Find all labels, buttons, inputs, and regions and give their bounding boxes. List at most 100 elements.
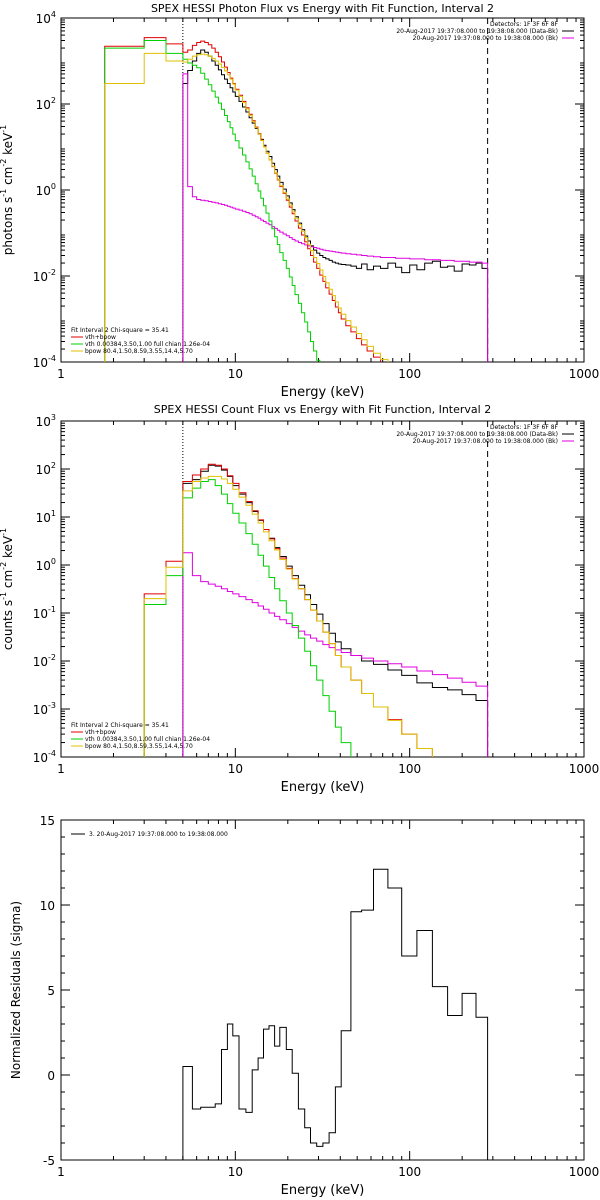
y-tick-exponent: 2	[51, 461, 56, 470]
y-tick-label: 101	[36, 509, 56, 525]
y-tick-label: 102	[36, 96, 56, 112]
x-tick-label: 1000	[569, 1165, 600, 1179]
y-tick-exponent: -3	[48, 701, 56, 710]
y-axis-label-exponent: -2	[0, 159, 8, 167]
legend-text: 20-Aug-2017 19:37:08.000 to 19:38:08.000…	[413, 438, 558, 445]
y-axis-label-part: cm	[1, 570, 15, 592]
y-tick-label: 10-2	[33, 653, 56, 669]
residuals-panel: 1 10 100 1000 -5 0 5 10 15 Energy (keV) Normalized…	[9, 814, 599, 1198]
y-axis-label-part: cm	[1, 167, 15, 189]
photon-flux-panel: SPEX HESSI Photon Flux vs Energy with Fi…	[0, 2, 599, 400]
legend-text: Detectors: 1F 3F 6F 8F	[490, 424, 559, 431]
y-axis-label-exponent: -1	[0, 592, 8, 600]
x-tick-label: 100	[398, 1165, 421, 1179]
y-tick-base: 10	[33, 607, 48, 621]
y-tick-label: 100	[36, 557, 56, 573]
chart-title: SPEX HESSI Photon Flux vs Energy with Fi…	[151, 2, 494, 15]
legend-text: bpow 80.4,1.50,8.59,3.55,14.4,5.70	[85, 743, 193, 750]
axes-frame	[60, 420, 585, 758]
x-tick-label: 10	[228, 1165, 243, 1179]
y-axis-label-part: keV	[1, 535, 15, 562]
series-line-4	[143, 475, 433, 757]
series-line-2	[143, 463, 433, 757]
y-tick-label: 10-4	[33, 354, 56, 370]
y-tick-label: 10	[40, 899, 55, 913]
y-tick-label: 5	[47, 984, 55, 998]
x-tick-label: 1	[57, 1165, 65, 1179]
legend-text: vth 0.00384,3.50,1.00 full chian 1.26e-0…	[85, 736, 210, 743]
y-tick-exponent: 0	[51, 182, 56, 191]
y-axis-label-exponent: -1	[0, 125, 8, 133]
y-tick-label: 10-4	[33, 749, 56, 765]
y-tick-base: 10	[33, 356, 48, 370]
legend-text: 3. 20-Aug-2017 19:37:08.000 to 19:38:08.…	[89, 831, 228, 838]
series-line-3	[104, 40, 321, 362]
y-tick-label: 10-1	[33, 605, 56, 621]
y-tick-exponent: 2	[51, 96, 56, 105]
y-axis-label-exponent: -1	[0, 528, 8, 536]
y-tick-exponent: -4	[48, 749, 56, 758]
y-axis-label-main: counts s	[1, 600, 15, 650]
y-tick-base: 10	[36, 415, 51, 429]
y-axis-label-exponent: -1	[0, 189, 8, 197]
y-tick-base: 10	[36, 559, 51, 573]
y-axis-label: Normalized Residuals (sigma)	[9, 901, 23, 1079]
y-axis-label: photons s-1 cm-2 keV-1	[0, 125, 15, 256]
y-axis-label-main: photons s	[1, 197, 15, 256]
series-line-4	[104, 52, 389, 362]
x-tick-label: 10	[228, 762, 243, 776]
y-axis-label-exponent: -2	[0, 562, 8, 570]
y-tick-label: 0	[47, 1069, 55, 1083]
y-axis-label: counts s-1 cm-2 keV-1	[0, 528, 15, 650]
x-tick-label: 100	[398, 367, 421, 381]
legend-text: 20-Aug-2017 19:37:08.000 to 19:38:08.000…	[396, 28, 558, 35]
series-line-0	[182, 868, 489, 1160]
x-tick-label: 1000	[569, 762, 600, 776]
count-flux-panel: SPEX HESSI Count Flux vs Energy with Fit…	[0, 403, 599, 795]
y-tick-label: 104	[36, 10, 56, 26]
legend-text: 20-Aug-2017 19:37:08.000 to 19:38:08.000…	[413, 35, 558, 42]
y-tick-label: 10-3	[33, 701, 56, 717]
legend-text: vth+bpow	[85, 334, 116, 341]
x-axis-label: Energy (keV)	[281, 780, 365, 795]
y-tick-label: 102	[36, 461, 56, 477]
y-tick-label: 10-2	[33, 268, 56, 284]
series-group	[104, 37, 489, 362]
y-tick-exponent: -4	[48, 354, 56, 363]
x-tick-label: 1000	[569, 367, 600, 381]
x-axis-label: Energy (keV)	[281, 1183, 365, 1198]
legend-text: vth+bpow	[85, 729, 116, 736]
y-tick-base: 10	[33, 655, 48, 669]
y-tick-base: 10	[36, 184, 51, 198]
y-tick-base: 10	[36, 12, 51, 26]
series-group	[182, 868, 489, 1160]
y-tick-exponent: -2	[48, 653, 56, 662]
legend-text: Detectors: 1F 3F 6F 8F	[490, 21, 559, 28]
legend-text: vth 0.00384,3.50,1.00 full chian 1.26e-0…	[85, 341, 210, 348]
x-tick-label: 100	[398, 762, 421, 776]
y-tick-exponent: -2	[48, 268, 56, 277]
x-tick-label: 1	[57, 367, 65, 381]
y-tick-exponent: 0	[51, 557, 56, 566]
series-line-1	[182, 73, 489, 362]
y-tick-exponent: 4	[51, 10, 56, 19]
y-tick-label: 15	[40, 814, 55, 828]
y-tick-base: 10	[36, 98, 51, 112]
y-axis-label-text: Normalized Residuals (sigma)	[9, 901, 23, 1079]
y-tick-base: 10	[33, 270, 48, 284]
chart-title: SPEX HESSI Count Flux vs Energy with Fit…	[154, 403, 491, 416]
y-tick-base: 10	[33, 703, 48, 717]
x-axis-label: Energy (keV)	[281, 385, 365, 400]
y-tick-label: 100	[36, 182, 56, 198]
legend-text: Fit Interval 2 Chi-square = 35.41	[71, 722, 169, 729]
y-tick-exponent: -1	[48, 605, 56, 614]
y-tick-exponent: 3	[51, 413, 56, 422]
y-tick-base: 10	[36, 463, 51, 477]
x-tick-label: 10	[228, 367, 243, 381]
series-group	[143, 463, 489, 757]
y-tick-label: -5	[43, 1154, 55, 1168]
y-tick-base: 10	[36, 511, 51, 525]
y-tick-exponent: 1	[51, 509, 56, 518]
axes-frame	[60, 819, 585, 1161]
y-axis-label-part: keV	[1, 132, 15, 159]
